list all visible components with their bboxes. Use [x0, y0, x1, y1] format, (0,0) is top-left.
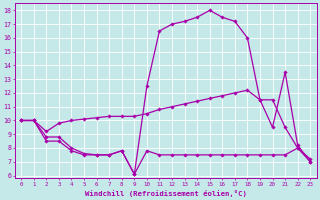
X-axis label: Windchill (Refroidissement éolien,°C): Windchill (Refroidissement éolien,°C) [85, 190, 247, 197]
